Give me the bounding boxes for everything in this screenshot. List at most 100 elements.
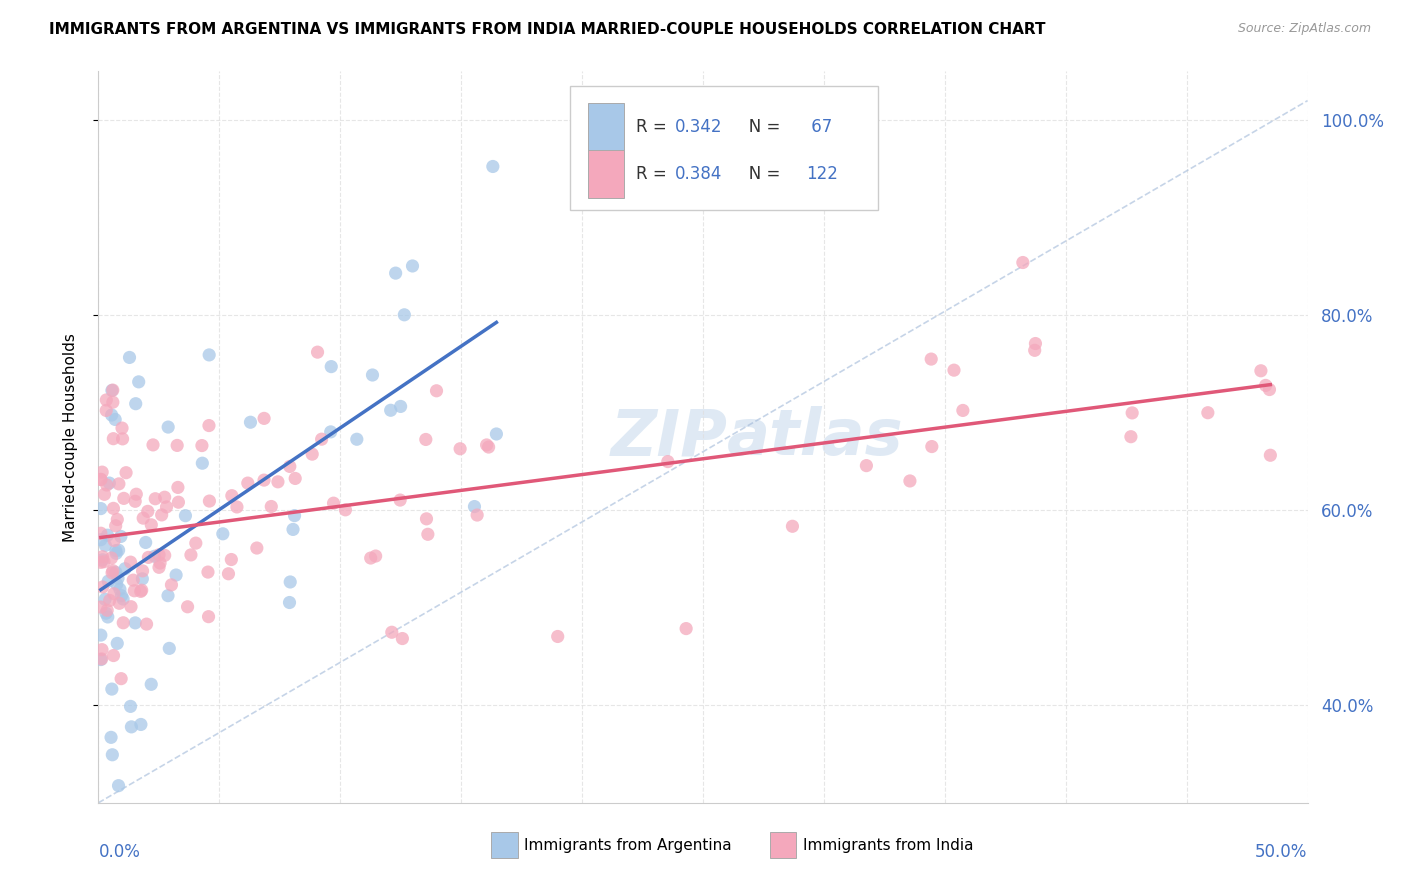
Point bbox=[103, 587, 125, 601]
Point bbox=[415, 433, 437, 447]
Point bbox=[211, 526, 233, 541]
Point bbox=[125, 397, 148, 411]
Point bbox=[148, 560, 170, 574]
Point bbox=[129, 717, 152, 731]
Point bbox=[322, 496, 344, 510]
Point bbox=[1250, 364, 1272, 378]
Point bbox=[125, 487, 148, 501]
Text: 50.0%: 50.0% bbox=[1256, 843, 1308, 861]
Point bbox=[380, 403, 402, 417]
Point bbox=[110, 672, 132, 686]
Point bbox=[281, 523, 304, 537]
Point bbox=[384, 266, 406, 280]
Point bbox=[136, 504, 159, 518]
Point bbox=[346, 432, 368, 446]
Point bbox=[943, 363, 966, 377]
Point bbox=[217, 566, 239, 581]
Text: ZIP: ZIP bbox=[610, 406, 727, 468]
Point bbox=[485, 427, 508, 442]
Point bbox=[101, 395, 124, 409]
FancyBboxPatch shape bbox=[569, 86, 879, 211]
Point bbox=[198, 418, 221, 433]
Text: 67: 67 bbox=[806, 118, 832, 136]
Point bbox=[283, 508, 305, 523]
Point bbox=[1024, 343, 1046, 358]
Point bbox=[122, 573, 145, 587]
Point bbox=[167, 495, 190, 509]
Point bbox=[475, 438, 498, 452]
Point bbox=[129, 584, 152, 599]
Point bbox=[96, 528, 118, 542]
Point bbox=[110, 529, 132, 543]
Point bbox=[176, 599, 198, 614]
Text: R =: R = bbox=[637, 118, 672, 136]
Point bbox=[416, 527, 439, 541]
Point bbox=[107, 779, 129, 793]
Text: Immigrants from Argentina: Immigrants from Argentina bbox=[524, 838, 731, 853]
Point bbox=[278, 595, 301, 609]
Point bbox=[260, 500, 283, 514]
Point bbox=[361, 368, 384, 382]
Point bbox=[101, 384, 124, 398]
Point bbox=[90, 555, 112, 569]
Point bbox=[278, 574, 301, 589]
Point bbox=[284, 471, 307, 485]
Point bbox=[98, 593, 121, 607]
Point bbox=[141, 517, 163, 532]
Point bbox=[90, 533, 112, 547]
Point bbox=[920, 352, 942, 367]
Point bbox=[782, 519, 804, 533]
Point bbox=[120, 720, 142, 734]
Point bbox=[246, 541, 269, 555]
Point bbox=[108, 596, 131, 610]
Point bbox=[415, 512, 437, 526]
Text: R =: R = bbox=[637, 165, 672, 183]
Point bbox=[96, 392, 118, 407]
Point bbox=[90, 600, 112, 615]
Point bbox=[103, 501, 125, 516]
Point bbox=[91, 465, 114, 479]
Text: Immigrants from India: Immigrants from India bbox=[803, 838, 974, 853]
Point bbox=[94, 592, 117, 607]
Text: 0.384: 0.384 bbox=[675, 165, 723, 183]
Point bbox=[124, 494, 146, 508]
Point bbox=[97, 610, 120, 624]
Point bbox=[1260, 448, 1282, 462]
Point bbox=[96, 403, 118, 417]
Point bbox=[115, 466, 138, 480]
Point bbox=[103, 648, 125, 663]
Point bbox=[1197, 406, 1219, 420]
Point bbox=[1024, 336, 1046, 351]
Point bbox=[449, 442, 471, 456]
Point bbox=[104, 519, 127, 533]
Point bbox=[335, 503, 357, 517]
Point bbox=[135, 617, 157, 632]
Point bbox=[101, 747, 124, 762]
Point bbox=[108, 582, 131, 597]
Point bbox=[105, 546, 128, 560]
Point bbox=[898, 474, 921, 488]
Point bbox=[197, 609, 219, 624]
Point bbox=[100, 408, 122, 422]
Point bbox=[1254, 378, 1277, 392]
Text: IMMIGRANTS FROM ARGENTINA VS IMMIGRANTS FROM INDIA MARRIED-COUPLE HOUSEHOLDS COR: IMMIGRANTS FROM ARGENTINA VS IMMIGRANTS … bbox=[49, 22, 1046, 37]
Point bbox=[952, 403, 974, 417]
Text: 0.0%: 0.0% bbox=[98, 843, 141, 861]
Point bbox=[364, 549, 387, 563]
Bar bbox=[769, 832, 796, 858]
Text: 122: 122 bbox=[806, 165, 838, 183]
Point bbox=[104, 543, 127, 558]
Point bbox=[389, 493, 412, 508]
Point bbox=[1119, 430, 1142, 444]
Point bbox=[307, 345, 329, 359]
Point bbox=[90, 652, 112, 666]
Point bbox=[155, 500, 177, 514]
Point bbox=[167, 480, 190, 494]
Point bbox=[90, 526, 112, 541]
Point bbox=[104, 412, 127, 426]
Point bbox=[180, 548, 202, 562]
Point bbox=[401, 259, 423, 273]
Point bbox=[160, 578, 183, 592]
Point bbox=[143, 491, 166, 506]
Point bbox=[463, 500, 485, 514]
